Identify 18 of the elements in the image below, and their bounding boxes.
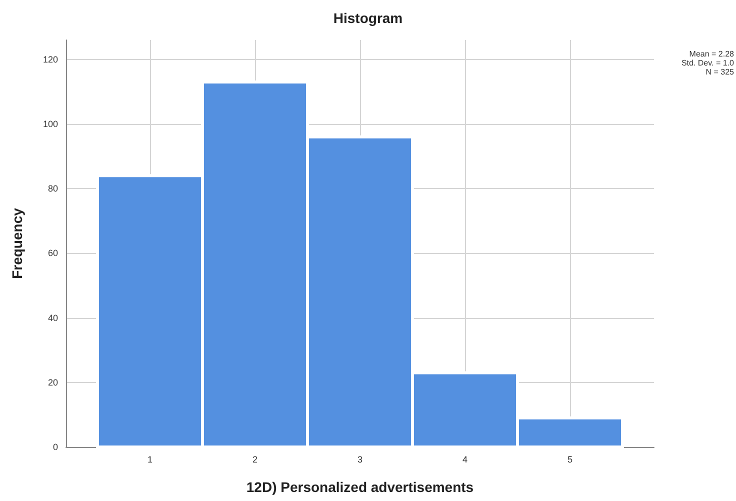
y-tick-label: 120 <box>42 54 58 64</box>
text: N = 325 <box>706 68 735 76</box>
y-tick-label: 100 <box>42 118 58 129</box>
text: Mean = 2.28 <box>689 50 735 58</box>
y-tick-label: 80 <box>48 184 58 194</box>
text: Std. Dev. = 1.0 <box>681 58 735 68</box>
x-tick-label: 2 <box>252 454 258 464</box>
y-tick-label: 40 <box>48 312 58 323</box>
y-axis-title: Frequency <box>9 208 25 279</box>
chart-title: Histogram <box>333 10 403 26</box>
x-tick-label: 3 <box>357 454 363 464</box>
y-tick-label: 20 <box>48 377 58 388</box>
x-tick-label: 1 <box>147 454 153 464</box>
x-axis-title: 12D) Personalized advertisements <box>246 479 474 495</box>
x-tick-label: 4 <box>462 454 468 464</box>
y-tick-label: 0 <box>52 442 58 452</box>
y-tick-label: 60 <box>48 248 58 258</box>
x-tick-label: 5 <box>567 454 573 464</box>
